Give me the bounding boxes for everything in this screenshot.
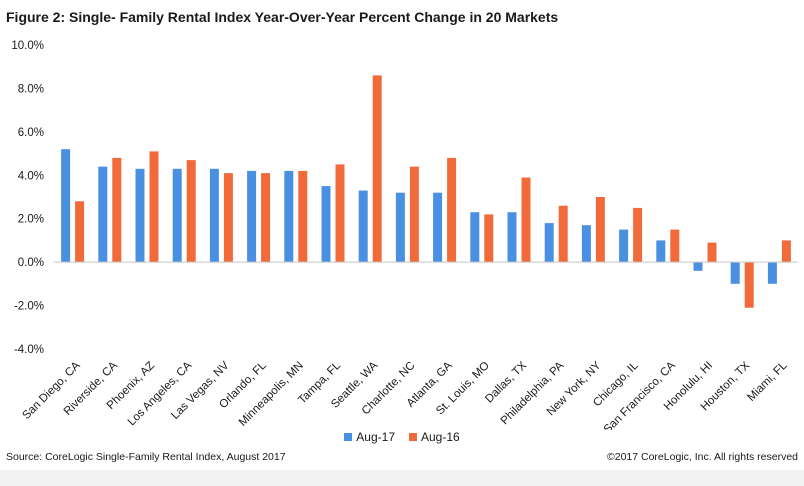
- y-tick-label: 6.0%: [18, 127, 44, 139]
- bar-aug17: [581, 225, 591, 263]
- y-tick-label: 0.0%: [18, 257, 44, 269]
- bar-aug17: [98, 166, 108, 263]
- copyright-note: ©2017 CoreLogic, Inc. All rights reserve…: [607, 451, 798, 463]
- bars: [61, 75, 791, 308]
- bar-aug16: [372, 75, 382, 263]
- bar-aug17: [507, 212, 517, 263]
- legend-label-aug17: Aug-17: [356, 430, 395, 444]
- bar-aug17: [247, 170, 257, 263]
- bar-aug16: [558, 205, 568, 263]
- legend-swatch-aug16: [409, 433, 417, 441]
- bar-aug17: [544, 223, 554, 263]
- y-tick-label: 2.0%: [18, 214, 44, 226]
- y-tick-label: -4.0%: [14, 344, 44, 356]
- bar-aug17: [656, 240, 666, 263]
- bar-aug16: [335, 164, 345, 263]
- bar-aug16: [744, 262, 754, 308]
- bar-aug17: [767, 262, 777, 284]
- y-tick-label: -2.0%: [14, 301, 44, 313]
- legend-item-aug17: Aug-17: [344, 430, 395, 444]
- legend-swatch-aug17: [344, 433, 353, 441]
- source-note: Source: CoreLogic Single-Family Rental I…: [6, 451, 286, 463]
- bar-aug17: [395, 192, 405, 263]
- bar-aug17: [61, 149, 71, 263]
- bar-aug16: [521, 177, 531, 263]
- x-category-label: Philadelphia, PA: [499, 359, 567, 427]
- bar-aug16: [447, 157, 457, 263]
- bar-aug17: [730, 262, 740, 284]
- x-category-label: Miami, FL: [745, 359, 790, 404]
- bar-aug16: [186, 160, 196, 263]
- bar-aug17: [433, 192, 443, 263]
- bar-aug16: [484, 214, 494, 263]
- chart-title: Figure 2: Single- Family Rental Index Ye…: [6, 9, 559, 25]
- bar-aug16: [781, 240, 791, 263]
- bar-aug17: [135, 168, 145, 263]
- legend-label-aug16: Aug-16: [421, 430, 460, 444]
- bar-aug16: [595, 197, 605, 263]
- bar-aug16: [633, 207, 643, 263]
- y-tick-label: 10.0%: [11, 40, 44, 52]
- bar-aug17: [284, 170, 294, 263]
- bar-aug16: [409, 166, 419, 263]
- legend: Aug-17 Aug-16: [0, 430, 804, 444]
- bar-aug16: [149, 151, 159, 263]
- bar-aug17: [619, 229, 629, 263]
- x-category-label: Minneapolis, MN: [237, 360, 306, 429]
- bar-aug16: [298, 170, 308, 263]
- bar-aug16: [707, 242, 717, 263]
- x-category-label: Los Angeles, CA: [126, 359, 195, 428]
- bar-aug16: [261, 173, 271, 263]
- bar-aug16: [112, 157, 122, 263]
- bar-aug17: [470, 212, 480, 263]
- bar-aug17: [358, 190, 368, 263]
- bar-chart: 10.0% 8.0% 6.0% 4.0% 2.0% 0.0% -2.0% -4.0% San …: [11, 40, 798, 430]
- y-tick-label: 4.0%: [18, 170, 44, 182]
- legend-item-aug16: Aug-16: [409, 430, 460, 444]
- y-tick-label: 8.0%: [18, 83, 44, 95]
- bar-aug17: [321, 186, 331, 263]
- footer-bar: [0, 470, 804, 486]
- bar-aug17: [172, 168, 182, 263]
- bar-aug17: [693, 262, 703, 271]
- bar-aug16: [670, 229, 680, 263]
- bar-aug17: [209, 168, 219, 263]
- bar-aug16: [75, 201, 85, 263]
- y-axis: 10.0% 8.0% 6.0% 4.0% 2.0% 0.0% -2.0% -4.0%: [11, 40, 44, 356]
- bar-aug16: [223, 173, 233, 263]
